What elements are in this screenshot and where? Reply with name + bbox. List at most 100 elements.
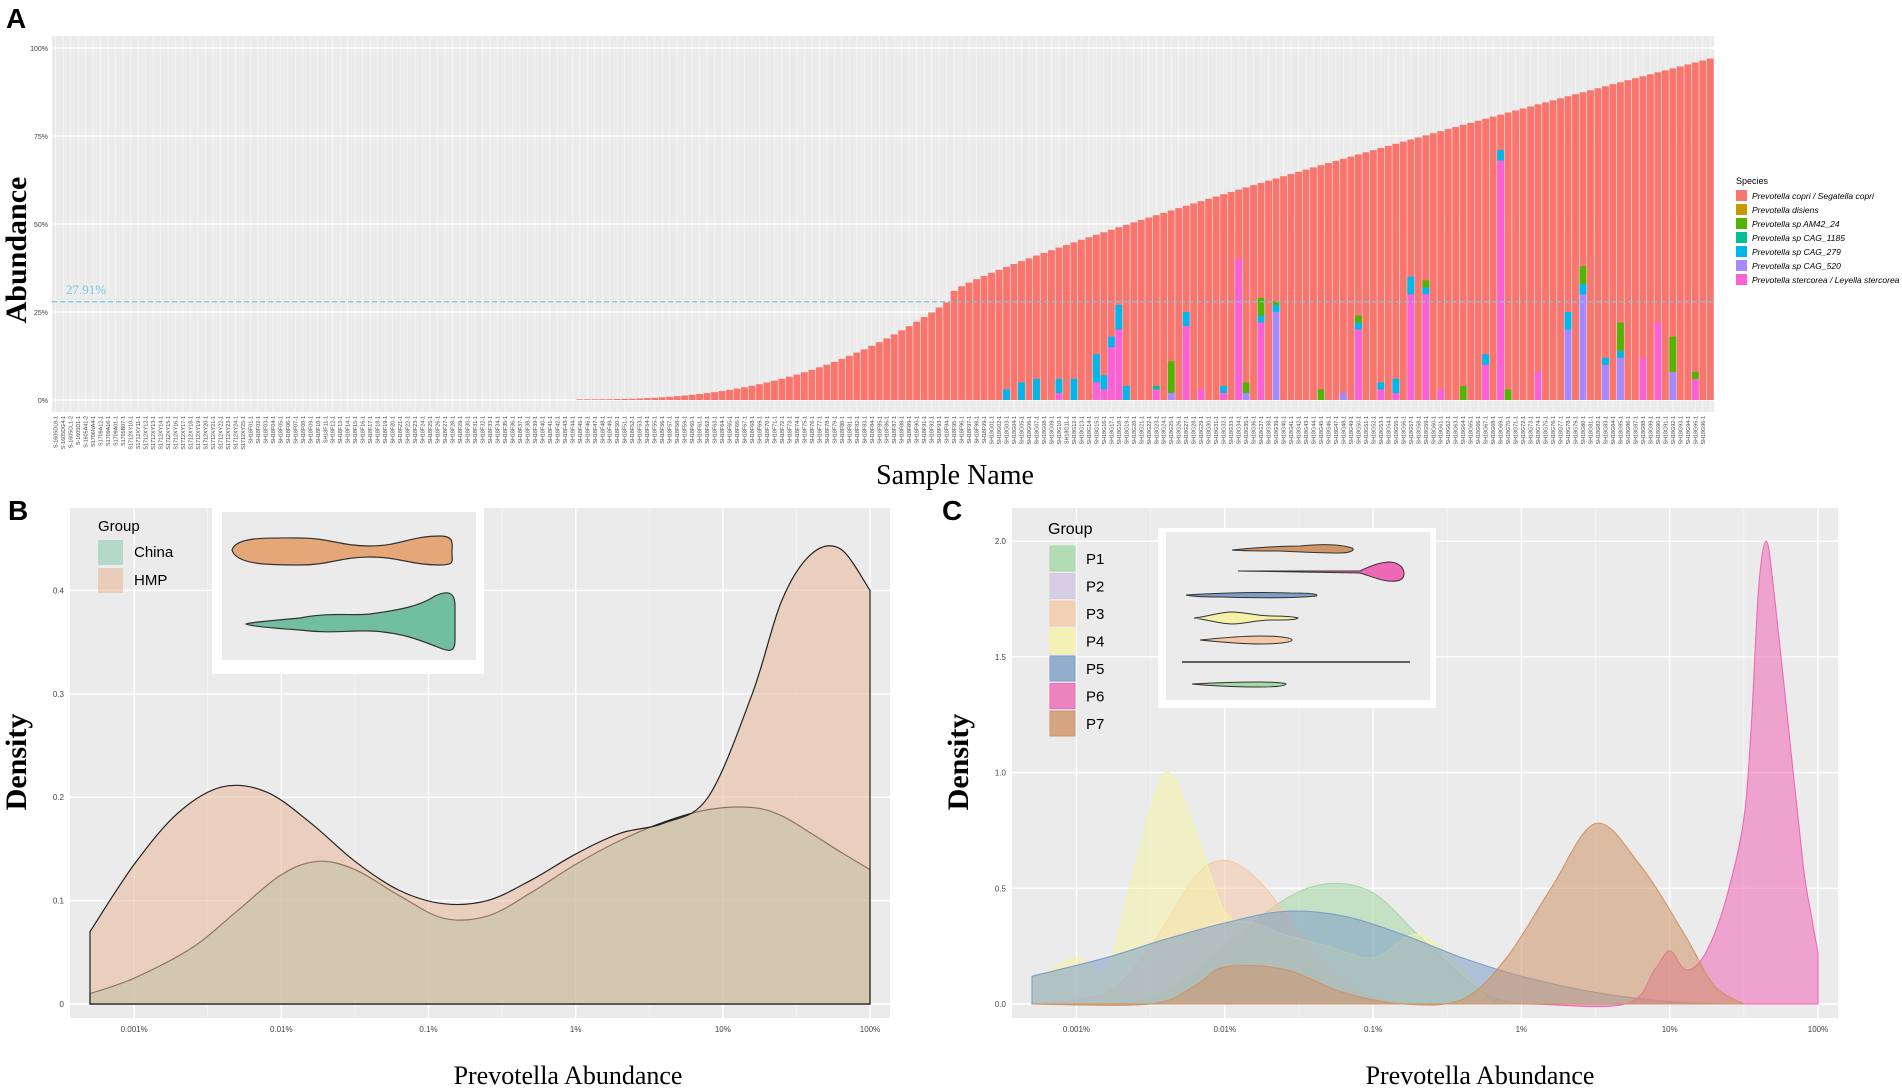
panel-a-x-tick-label: SH18G20-1 bbox=[1132, 416, 1138, 444]
panel-a-x-tick-label: SH18G68-1 bbox=[1491, 416, 1497, 444]
panel-c-inset-violin-p7 bbox=[1231, 544, 1354, 554]
panel-a-bar bbox=[756, 384, 763, 400]
panel-b-area-hmp bbox=[89, 545, 871, 1005]
panel-c-area-p7 bbox=[1031, 822, 1746, 1006]
panel-a-bar bbox=[1160, 212, 1168, 400]
panel-a-bar-segment bbox=[1691, 378, 1699, 400]
panel-a-x-tick-label: SH18G22-1 bbox=[1147, 416, 1153, 444]
panel-a-x-tick-label: S1712XY12-1 bbox=[144, 416, 150, 450]
panel-a-x-tick-label: SH18G64-1 bbox=[1461, 416, 1467, 444]
panel-a-bar bbox=[1699, 60, 1707, 400]
panel-a-bar bbox=[666, 396, 674, 400]
panel-a-bar bbox=[1669, 68, 1677, 400]
panel-a-x-tick-label: SH18F21-1 bbox=[398, 416, 404, 444]
panel-a-bar bbox=[1564, 96, 1572, 400]
panel-c-legend-label: P1 bbox=[1086, 551, 1104, 568]
panel-a-legend-key bbox=[1736, 232, 1747, 243]
panel-c-legend-label: P7 bbox=[1086, 716, 1104, 733]
panel-c-x-tick-label: 0.1% bbox=[1364, 1025, 1382, 1034]
panel-b-legend-key bbox=[98, 540, 123, 565]
panel-a-bar bbox=[583, 399, 591, 400]
panel-a-x-tick-label: SH18F11-1 bbox=[323, 416, 329, 443]
panel-a-x-tick-label: SH18F56-1 bbox=[660, 416, 666, 444]
panel-a-bar-segment bbox=[1182, 312, 1190, 327]
panel-a-x-tick-label: S-1605A41-2 bbox=[84, 416, 90, 448]
panel-a-x-tick-label: SH18G59-1 bbox=[1424, 416, 1430, 444]
panel-a-x-tick-label: SH18G05-1 bbox=[1020, 416, 1026, 444]
panel-a-bar bbox=[1077, 239, 1085, 400]
panel-a-x-tick-label: SH18G28-1 bbox=[1192, 416, 1198, 444]
panel-a-bar bbox=[1452, 126, 1460, 400]
panel-c-x-tick-label: 1% bbox=[1516, 1025, 1528, 1034]
panel-a-bar-segment bbox=[1482, 364, 1490, 400]
panel-a-x-tick-label: SH18G79-1 bbox=[1574, 416, 1580, 444]
panel-a-x-tick-label: S1712XY10-1 bbox=[129, 416, 135, 450]
panel-a-bar-segment bbox=[1182, 326, 1190, 400]
panel-a-y-tick-label: 0% bbox=[38, 398, 48, 405]
panel-b-y-tick-label: 0.4 bbox=[53, 586, 65, 595]
panel-a-y-axis-title: Abundance bbox=[0, 177, 33, 324]
panel-a-x-tick-label: SH18F30-1 bbox=[466, 416, 472, 444]
panel-a-x-tick-label: SH18G80-1 bbox=[1581, 416, 1587, 444]
panel-a-x-tick-label: SH18G55-1 bbox=[1394, 416, 1400, 444]
panel-a-bar-segment bbox=[1003, 389, 1010, 400]
panel-a-bar bbox=[1062, 244, 1070, 400]
panel-a-reference-label: 27.91% bbox=[66, 282, 106, 297]
panel-a-x-tick-label: SH18F03-1 bbox=[263, 416, 269, 444]
panel-a-x-tick-label: SH18F29-1 bbox=[458, 416, 464, 444]
panel-a-x-tick-label: SH18G77-1 bbox=[1559, 416, 1565, 444]
panel-a-x-tick-label: SH18F84-1 bbox=[870, 416, 876, 444]
panel-a-x-tick-label: SH18G19-1 bbox=[1124, 416, 1130, 444]
panel-a-x-tick-label: SH18G10-1 bbox=[1057, 416, 1063, 444]
panel-a-bar-segment bbox=[1392, 378, 1400, 393]
panel-a-x-tick-label: SH18G45-1 bbox=[1319, 416, 1325, 444]
panel-a-x-tick-label: S-1605D1-1 bbox=[76, 416, 82, 445]
panel-a-bar bbox=[1175, 208, 1183, 400]
panel-a-x-tick-label: SH18F09-1 bbox=[308, 416, 314, 444]
panel-a-x-tick-label: S1705B07-1 bbox=[121, 416, 127, 446]
panel-a-bar bbox=[1310, 167, 1317, 400]
panel-a-bar bbox=[1167, 210, 1175, 400]
panel-a-bar bbox=[741, 387, 748, 400]
panel-label-c: C bbox=[942, 495, 962, 526]
panel-a-bar bbox=[1212, 196, 1220, 400]
panel-a-bar bbox=[1437, 131, 1445, 400]
panel-c-x-ticks: 0.001% 0.01% 0.1% 1% 10% 100% bbox=[1063, 1025, 1828, 1034]
panel-c-x-tick-label: 0.01% bbox=[1213, 1025, 1236, 1034]
panel-a-bar bbox=[1280, 176, 1287, 400]
panel-a-x-tick-label: SH18F98-1 bbox=[975, 416, 981, 444]
panel-a-bar bbox=[1242, 187, 1250, 400]
panel-a-legend-key bbox=[1736, 218, 1747, 229]
panel-a-bar bbox=[1130, 222, 1138, 400]
panel-a-bar bbox=[718, 391, 726, 400]
panel-a-x-tick-label: SH18F45-1 bbox=[578, 416, 584, 444]
panel-a-x-tick-label: S1712XY23-1 bbox=[226, 416, 232, 450]
panel-a-x-tick-label: SH18F40-1 bbox=[540, 416, 546, 444]
panel-a-x-tick-label: SH18G29-1 bbox=[1199, 416, 1205, 444]
panel-a-x-tick-label: SH18G09-1 bbox=[1049, 416, 1055, 444]
panel-a-bar bbox=[1527, 106, 1535, 400]
panel-a-legend-key bbox=[1736, 204, 1747, 215]
panel-label-b: B bbox=[8, 495, 28, 526]
panel-a-x-tick-label: S1709A01-1 bbox=[114, 416, 120, 446]
panel-a-x-tick-label: SH18F25-1 bbox=[428, 416, 434, 444]
panel-a-bar bbox=[1070, 242, 1078, 400]
panel-c-legend-key bbox=[1049, 683, 1076, 709]
panel-a-bar bbox=[958, 286, 966, 400]
panel-a-x-tick-label: SH18F22-1 bbox=[406, 416, 412, 444]
panel-a-x-tick-label: S1712XY22-1 bbox=[218, 416, 224, 450]
panel-a-bar bbox=[1407, 139, 1415, 400]
panel-a-bar-segment bbox=[1272, 312, 1280, 400]
panel-a-bar bbox=[636, 398, 644, 400]
panel-a-bar-segment bbox=[1070, 378, 1078, 400]
panel-a-x-tick-label: SH18G50-1 bbox=[1356, 416, 1362, 444]
panel-a-bar bbox=[1347, 156, 1355, 400]
panel-a-bar bbox=[1257, 182, 1265, 400]
panel-a-x-tick-label: SH18F62-1 bbox=[705, 416, 711, 444]
panel-b-x-axis-title: Prevotella Abundance bbox=[454, 1061, 683, 1090]
panel-c-y-ticks: 0.0 0.5 1.0 1.5 2.0 bbox=[995, 537, 1007, 1009]
panel-a-x-tick-label: SH18G36-1 bbox=[1252, 416, 1258, 444]
panel-c-legend-label: P5 bbox=[1086, 661, 1104, 678]
panel-a-x-tick-label: SH18F32-1 bbox=[480, 416, 486, 444]
panel-a-bar-segment bbox=[1197, 389, 1205, 400]
